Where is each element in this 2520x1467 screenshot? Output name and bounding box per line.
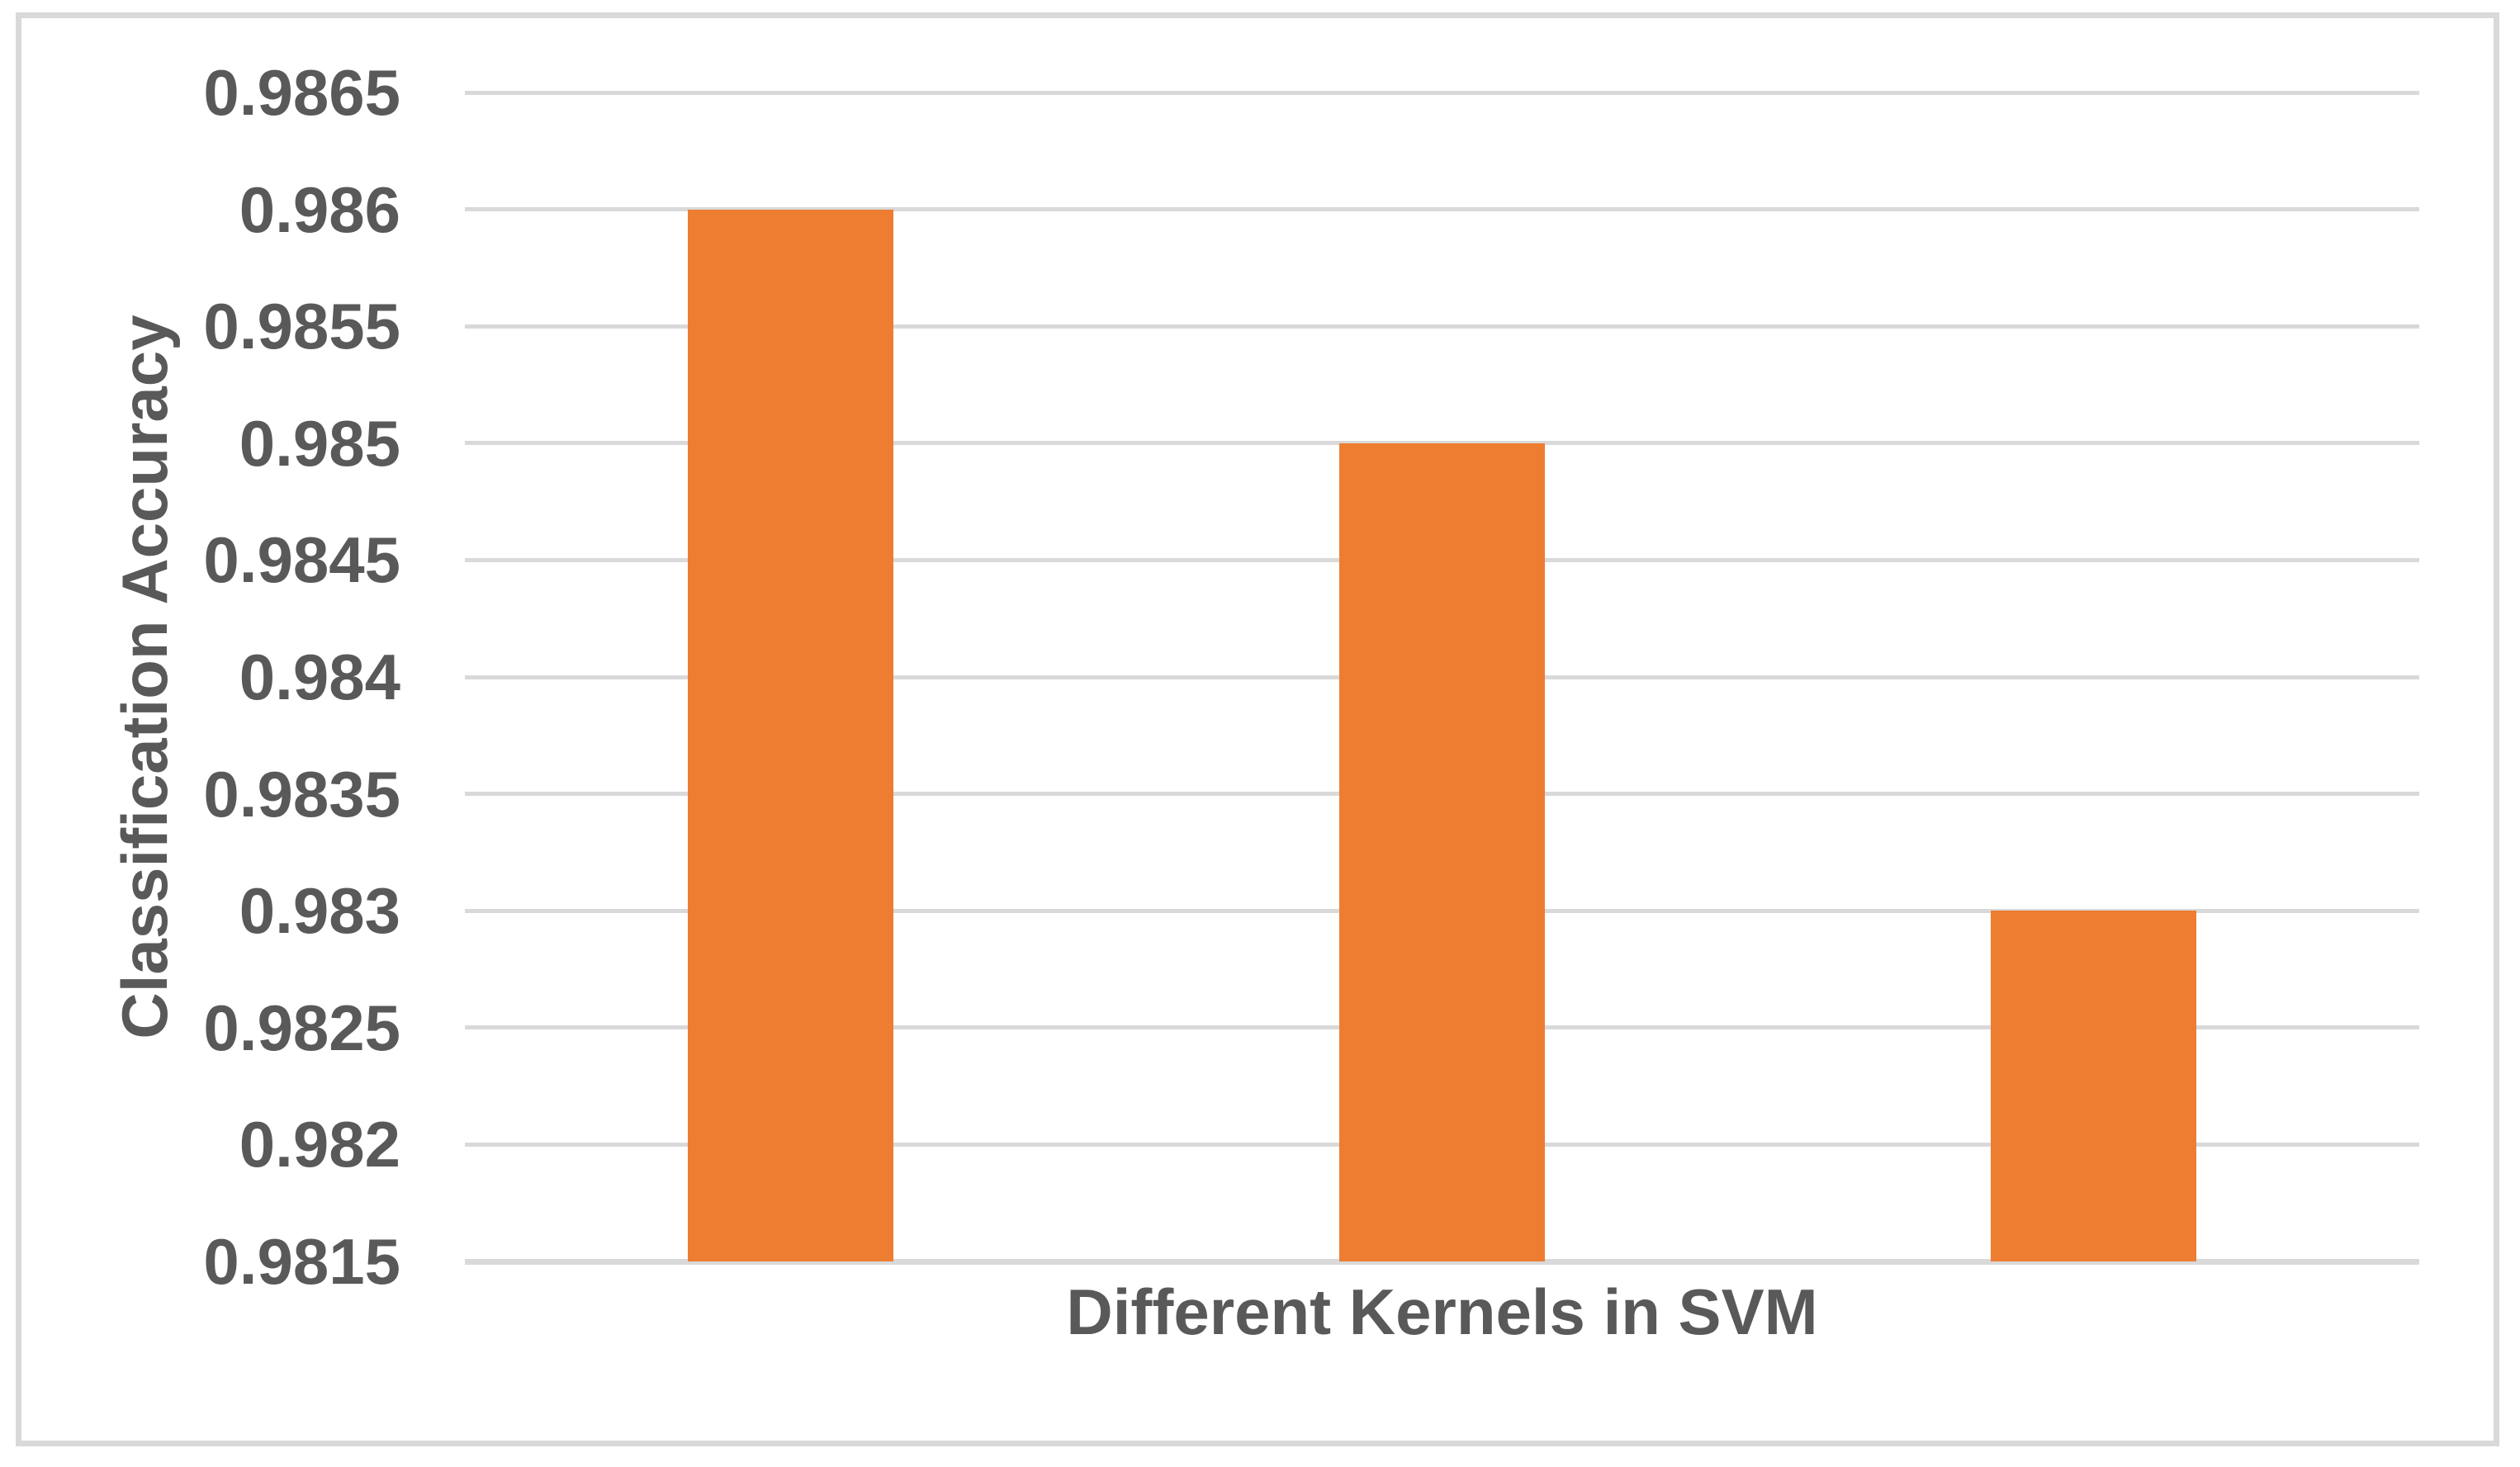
gridline — [465, 207, 2419, 211]
gridline — [465, 441, 2419, 445]
y-tick-label: 0.984 — [239, 641, 400, 713]
y-tick-label: 0.986 — [239, 173, 400, 246]
y-tick-label: 0.982 — [239, 1108, 400, 1181]
chart-border — [16, 12, 2499, 1446]
y-tick-label: 0.985 — [239, 407, 400, 480]
bar-series1-item1 — [688, 210, 893, 1261]
x-axis-title: Different Kernels in SVM — [1066, 1275, 1818, 1348]
bar-series1-item3 — [1991, 911, 2196, 1261]
y-tick-label: 0.9855 — [203, 290, 400, 362]
y-tick-label: 0.9865 — [203, 56, 400, 129]
gridline — [465, 91, 2419, 95]
y-tick-label: 0.9835 — [203, 758, 400, 831]
x-axis-line — [465, 1259, 2419, 1265]
y-tick-label: 0.9845 — [203, 523, 400, 596]
bar-series1-item2 — [1339, 443, 1545, 1261]
gridline — [465, 324, 2419, 329]
y-tick-label: 0.9815 — [203, 1225, 400, 1298]
y-tick-label: 0.9825 — [203, 991, 400, 1064]
y-tick-label: 0.983 — [239, 874, 400, 947]
